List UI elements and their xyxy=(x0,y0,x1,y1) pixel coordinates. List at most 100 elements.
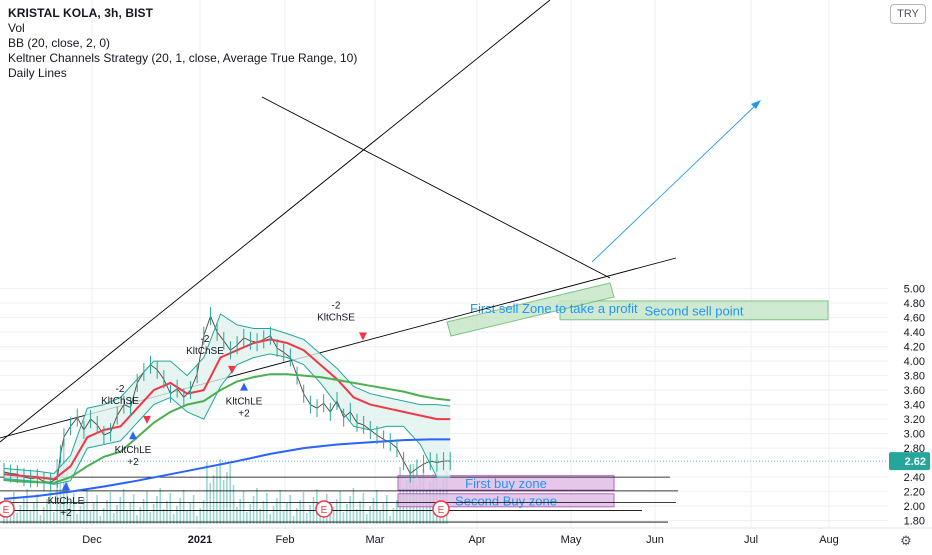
signal-arrow-0 xyxy=(143,415,151,424)
x-tick-2: Feb xyxy=(276,534,295,546)
volume-bar xyxy=(226,472,228,524)
forecast-arrow-head xyxy=(751,100,761,109)
volume-bar xyxy=(202,500,205,524)
x-tick-8: Aug xyxy=(819,534,839,546)
volume-bar xyxy=(372,498,375,524)
volume-bar xyxy=(292,516,295,524)
volume-bar xyxy=(136,515,138,524)
volume-bar xyxy=(29,510,32,524)
signal-label-1: KltChSE xyxy=(186,346,224,357)
y-tick-12: 2.40 xyxy=(904,472,925,484)
current-price-badge xyxy=(889,452,930,471)
volume-bar xyxy=(299,500,301,524)
volume-bar xyxy=(186,511,188,524)
signal-arrow-2 xyxy=(359,332,367,341)
volume-bar xyxy=(359,501,361,524)
volume-bar xyxy=(72,493,75,524)
volume-bar xyxy=(256,488,258,524)
x-tick-3: Mar xyxy=(366,534,385,546)
y-tick-8: 3.40 xyxy=(904,400,925,412)
volume-bar xyxy=(339,491,341,524)
volume-bar xyxy=(219,459,222,524)
x-tick-7: Jul xyxy=(744,534,758,546)
volume-bar xyxy=(329,515,331,524)
volume-bar xyxy=(236,507,238,524)
forecast-arrow-line xyxy=(591,102,759,263)
volume-bar xyxy=(19,505,22,524)
volume-bar xyxy=(282,511,285,524)
y-tick-1: 4.80 xyxy=(904,298,925,310)
legend-bb[interactable]: BB (20, close, 2, 0) xyxy=(8,36,111,50)
x-tick-6: Jun xyxy=(646,534,664,546)
volume-bar xyxy=(52,512,55,524)
volume-bar xyxy=(152,504,155,524)
volume-bar xyxy=(246,512,248,524)
signal-count-0: -2 xyxy=(116,384,125,395)
volume-bar xyxy=(182,490,185,524)
signal-count-3: +2 xyxy=(127,457,139,468)
volume-bar xyxy=(222,480,225,524)
volume-bar xyxy=(309,505,311,524)
x-tick-4: Apr xyxy=(468,534,485,546)
volume-bar xyxy=(375,490,378,524)
volume-bar xyxy=(129,502,132,524)
volume-bar xyxy=(126,510,128,524)
volume-bar xyxy=(266,493,268,524)
currency-badge[interactable]: TRY xyxy=(890,4,926,24)
volume-bar xyxy=(46,499,48,524)
volume-bar xyxy=(66,464,68,524)
volume-bar xyxy=(249,504,252,524)
volume-bar xyxy=(392,508,395,524)
volume-bar xyxy=(172,514,175,524)
legend-keltner[interactable]: Keltner Channels Strategy (20, 1, close,… xyxy=(8,51,358,65)
y-tick-9: 3.20 xyxy=(904,414,925,426)
y-tick-15: 1.80 xyxy=(904,516,925,528)
signal-arrow-5 xyxy=(62,481,70,490)
volume-bar xyxy=(382,503,385,524)
y-tick-10: 3.00 xyxy=(904,429,925,441)
first-sell-annotation: First sell Zone to take a profit xyxy=(470,301,638,316)
zone-box-1 xyxy=(397,475,615,491)
volume-bar xyxy=(242,491,245,524)
legend-symbol[interactable]: KRISTAL KOLA, 3h, BIST xyxy=(8,6,154,20)
legend-vol[interactable]: Vol xyxy=(8,21,25,35)
series-bb-lower xyxy=(3,353,451,485)
chart-legend: KRISTAL KOLA, 3h, BIST Vol BB (20, close… xyxy=(8,6,357,81)
trendline-rising xyxy=(0,0,551,443)
price-axis-bg xyxy=(888,0,932,528)
event-marker-1 xyxy=(315,500,333,518)
volume-bar xyxy=(102,508,105,524)
volume-bar xyxy=(166,501,168,524)
volume-bar xyxy=(189,503,192,524)
volume-bar xyxy=(336,499,338,524)
volume-bar xyxy=(289,495,291,524)
volume-bar xyxy=(286,503,288,524)
volume-bar xyxy=(3,516,5,524)
signal-label-3: KltChLE xyxy=(115,445,152,456)
volume-bar xyxy=(369,506,371,524)
volume-bar xyxy=(385,495,388,524)
price-wicks xyxy=(3,307,451,492)
signal-label-2: KltChSE xyxy=(317,312,355,323)
volume-bar xyxy=(79,506,82,524)
volume-bar xyxy=(32,502,35,524)
volume-bar xyxy=(232,485,235,524)
legend-daily[interactable]: Daily Lines xyxy=(8,66,67,80)
volume-bar xyxy=(199,508,202,524)
signal-count-4: +2 xyxy=(238,409,250,420)
volume-bar xyxy=(362,493,365,524)
volume-bar xyxy=(379,511,381,524)
volume-bar xyxy=(169,493,172,524)
volume-bar xyxy=(296,508,298,524)
volume-bar xyxy=(76,514,78,524)
volume-bar xyxy=(159,488,162,524)
volume-bar xyxy=(229,464,232,524)
volume-bar xyxy=(82,498,85,524)
x-tick-0: Dec xyxy=(82,534,102,546)
volume-bar xyxy=(395,500,398,524)
volume-bar xyxy=(342,512,345,524)
volume-bar xyxy=(345,504,348,524)
signal-count-2: -2 xyxy=(332,300,341,311)
